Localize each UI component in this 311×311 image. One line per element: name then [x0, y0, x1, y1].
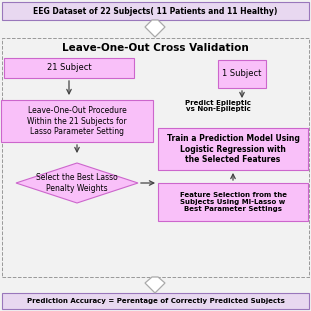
Text: Feature Selection from the
Subjects Using MI-Lasso w
Best Parameter Settings: Feature Selection from the Subjects Usin… — [179, 192, 286, 212]
Polygon shape — [145, 20, 165, 37]
Text: 1 Subject: 1 Subject — [222, 69, 262, 78]
FancyBboxPatch shape — [2, 2, 309, 20]
FancyBboxPatch shape — [158, 183, 308, 221]
Text: Leave-One-Out Cross Validation: Leave-One-Out Cross Validation — [62, 43, 248, 53]
FancyBboxPatch shape — [152, 277, 158, 283]
Text: Prediction Accuracy = Perentage of Correctly Predicted Subjects: Prediction Accuracy = Perentage of Corre… — [26, 298, 285, 304]
Text: Predict Epileptic
vs Non-Epileptic: Predict Epileptic vs Non-Epileptic — [185, 100, 251, 113]
FancyBboxPatch shape — [2, 293, 309, 309]
Text: 21 Subject: 21 Subject — [47, 63, 91, 72]
Text: Leave-One-Out Procedure
Within the 21 Subjects for
Lasso Parameter Setting: Leave-One-Out Procedure Within the 21 Su… — [27, 106, 127, 136]
FancyBboxPatch shape — [1, 100, 153, 142]
FancyBboxPatch shape — [158, 128, 308, 170]
Polygon shape — [16, 163, 138, 203]
FancyBboxPatch shape — [152, 20, 158, 27]
Text: Train a Prediction Model Using
Logistic Regression with
the Selected Features: Train a Prediction Model Using Logistic … — [167, 134, 299, 164]
FancyBboxPatch shape — [4, 58, 134, 78]
Text: Select the Best Lasso
Penalty Weights: Select the Best Lasso Penalty Weights — [36, 173, 118, 193]
Polygon shape — [145, 277, 165, 293]
Text: EEG Dataset of 22 Subjects( 11 Patients and 11 Healthy): EEG Dataset of 22 Subjects( 11 Patients … — [33, 7, 278, 16]
FancyBboxPatch shape — [218, 60, 266, 88]
